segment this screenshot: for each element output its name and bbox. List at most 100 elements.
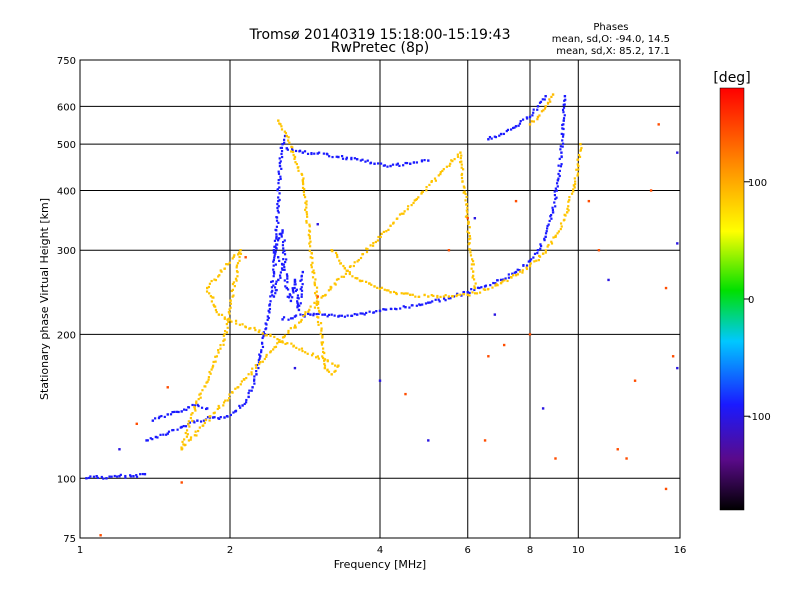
data-point (296, 166, 299, 169)
data-point (321, 334, 324, 338)
data-point (407, 205, 410, 208)
data-point (432, 294, 435, 298)
data-point (281, 244, 285, 247)
data-point (334, 369, 337, 372)
data-point (316, 320, 320, 324)
data-point (278, 237, 281, 240)
data-point (180, 425, 183, 429)
data-point (554, 187, 557, 190)
data-point (544, 249, 547, 252)
data-point (279, 160, 282, 163)
data-point (217, 313, 221, 316)
data-point (281, 336, 285, 339)
data-point (293, 157, 296, 160)
data-point (444, 294, 447, 297)
data-point (254, 364, 257, 367)
data-point (262, 335, 265, 338)
data-point (315, 312, 318, 316)
data-point (562, 103, 565, 106)
data-point (459, 151, 462, 154)
data-point (664, 487, 668, 491)
data-point (197, 429, 200, 433)
data-point (323, 351, 326, 355)
y-tick-label: 400 (57, 186, 76, 197)
data-point (474, 282, 477, 285)
data-point (465, 209, 468, 212)
data-point (255, 373, 258, 376)
data-point (551, 93, 555, 96)
data-point (326, 315, 329, 318)
data-point (212, 303, 215, 306)
data-point (306, 152, 310, 155)
data-point (248, 327, 251, 330)
data-point (95, 475, 98, 478)
data-point (321, 336, 324, 339)
data-point (189, 416, 192, 420)
x-tick-label: 6 (465, 545, 471, 556)
data-point (185, 435, 189, 438)
data-point (269, 350, 273, 353)
data-point (504, 277, 507, 280)
data-point (181, 440, 184, 443)
data-point (557, 164, 560, 167)
data-point (551, 208, 555, 212)
data-point (299, 279, 302, 282)
data-point (213, 411, 216, 414)
data-point (392, 290, 396, 294)
data-point (219, 269, 222, 272)
data-point (293, 286, 296, 290)
data-point (334, 251, 338, 255)
data-point (298, 304, 301, 307)
data-point (547, 223, 550, 226)
data-point (231, 282, 235, 286)
data-point (333, 282, 336, 285)
data-point (536, 108, 539, 111)
data-point (560, 151, 563, 154)
data-point (334, 364, 337, 367)
data-point (173, 410, 176, 414)
data-point (222, 404, 225, 407)
data-point (291, 289, 295, 292)
data-point (302, 183, 305, 186)
data-point (460, 166, 463, 169)
data-point (369, 244, 372, 247)
data-point (369, 161, 373, 164)
data-point (181, 447, 184, 450)
data-point (577, 164, 580, 168)
x-tick-label: 16 (674, 545, 687, 556)
data-point (395, 163, 398, 166)
data-point (171, 429, 174, 432)
data-point (219, 416, 222, 419)
data-point (235, 264, 239, 267)
data-point (573, 186, 576, 189)
data-point (191, 411, 194, 415)
data-point (415, 304, 418, 307)
data-point (301, 283, 304, 286)
data-point (143, 472, 147, 476)
data-point (317, 312, 320, 315)
data-point (410, 203, 413, 207)
data-point (355, 158, 359, 161)
data-point (278, 186, 281, 189)
data-point (460, 160, 463, 163)
data-point (277, 256, 280, 259)
data-point (395, 308, 398, 311)
data-point (217, 349, 220, 352)
data-point (124, 476, 127, 479)
data-point (554, 234, 557, 237)
data-point (311, 256, 314, 260)
data-point (331, 155, 334, 159)
data-point (250, 371, 253, 374)
data-point (247, 392, 250, 395)
data-point (198, 393, 201, 396)
data-point (255, 363, 259, 367)
data-point (232, 281, 235, 284)
data-point (253, 382, 256, 385)
data-point (265, 334, 268, 337)
data-point (471, 276, 474, 279)
data-point (304, 201, 307, 204)
data-point (290, 342, 293, 345)
data-point (361, 312, 364, 315)
data-point (365, 311, 368, 315)
x-tick-label: 4 (377, 545, 383, 556)
